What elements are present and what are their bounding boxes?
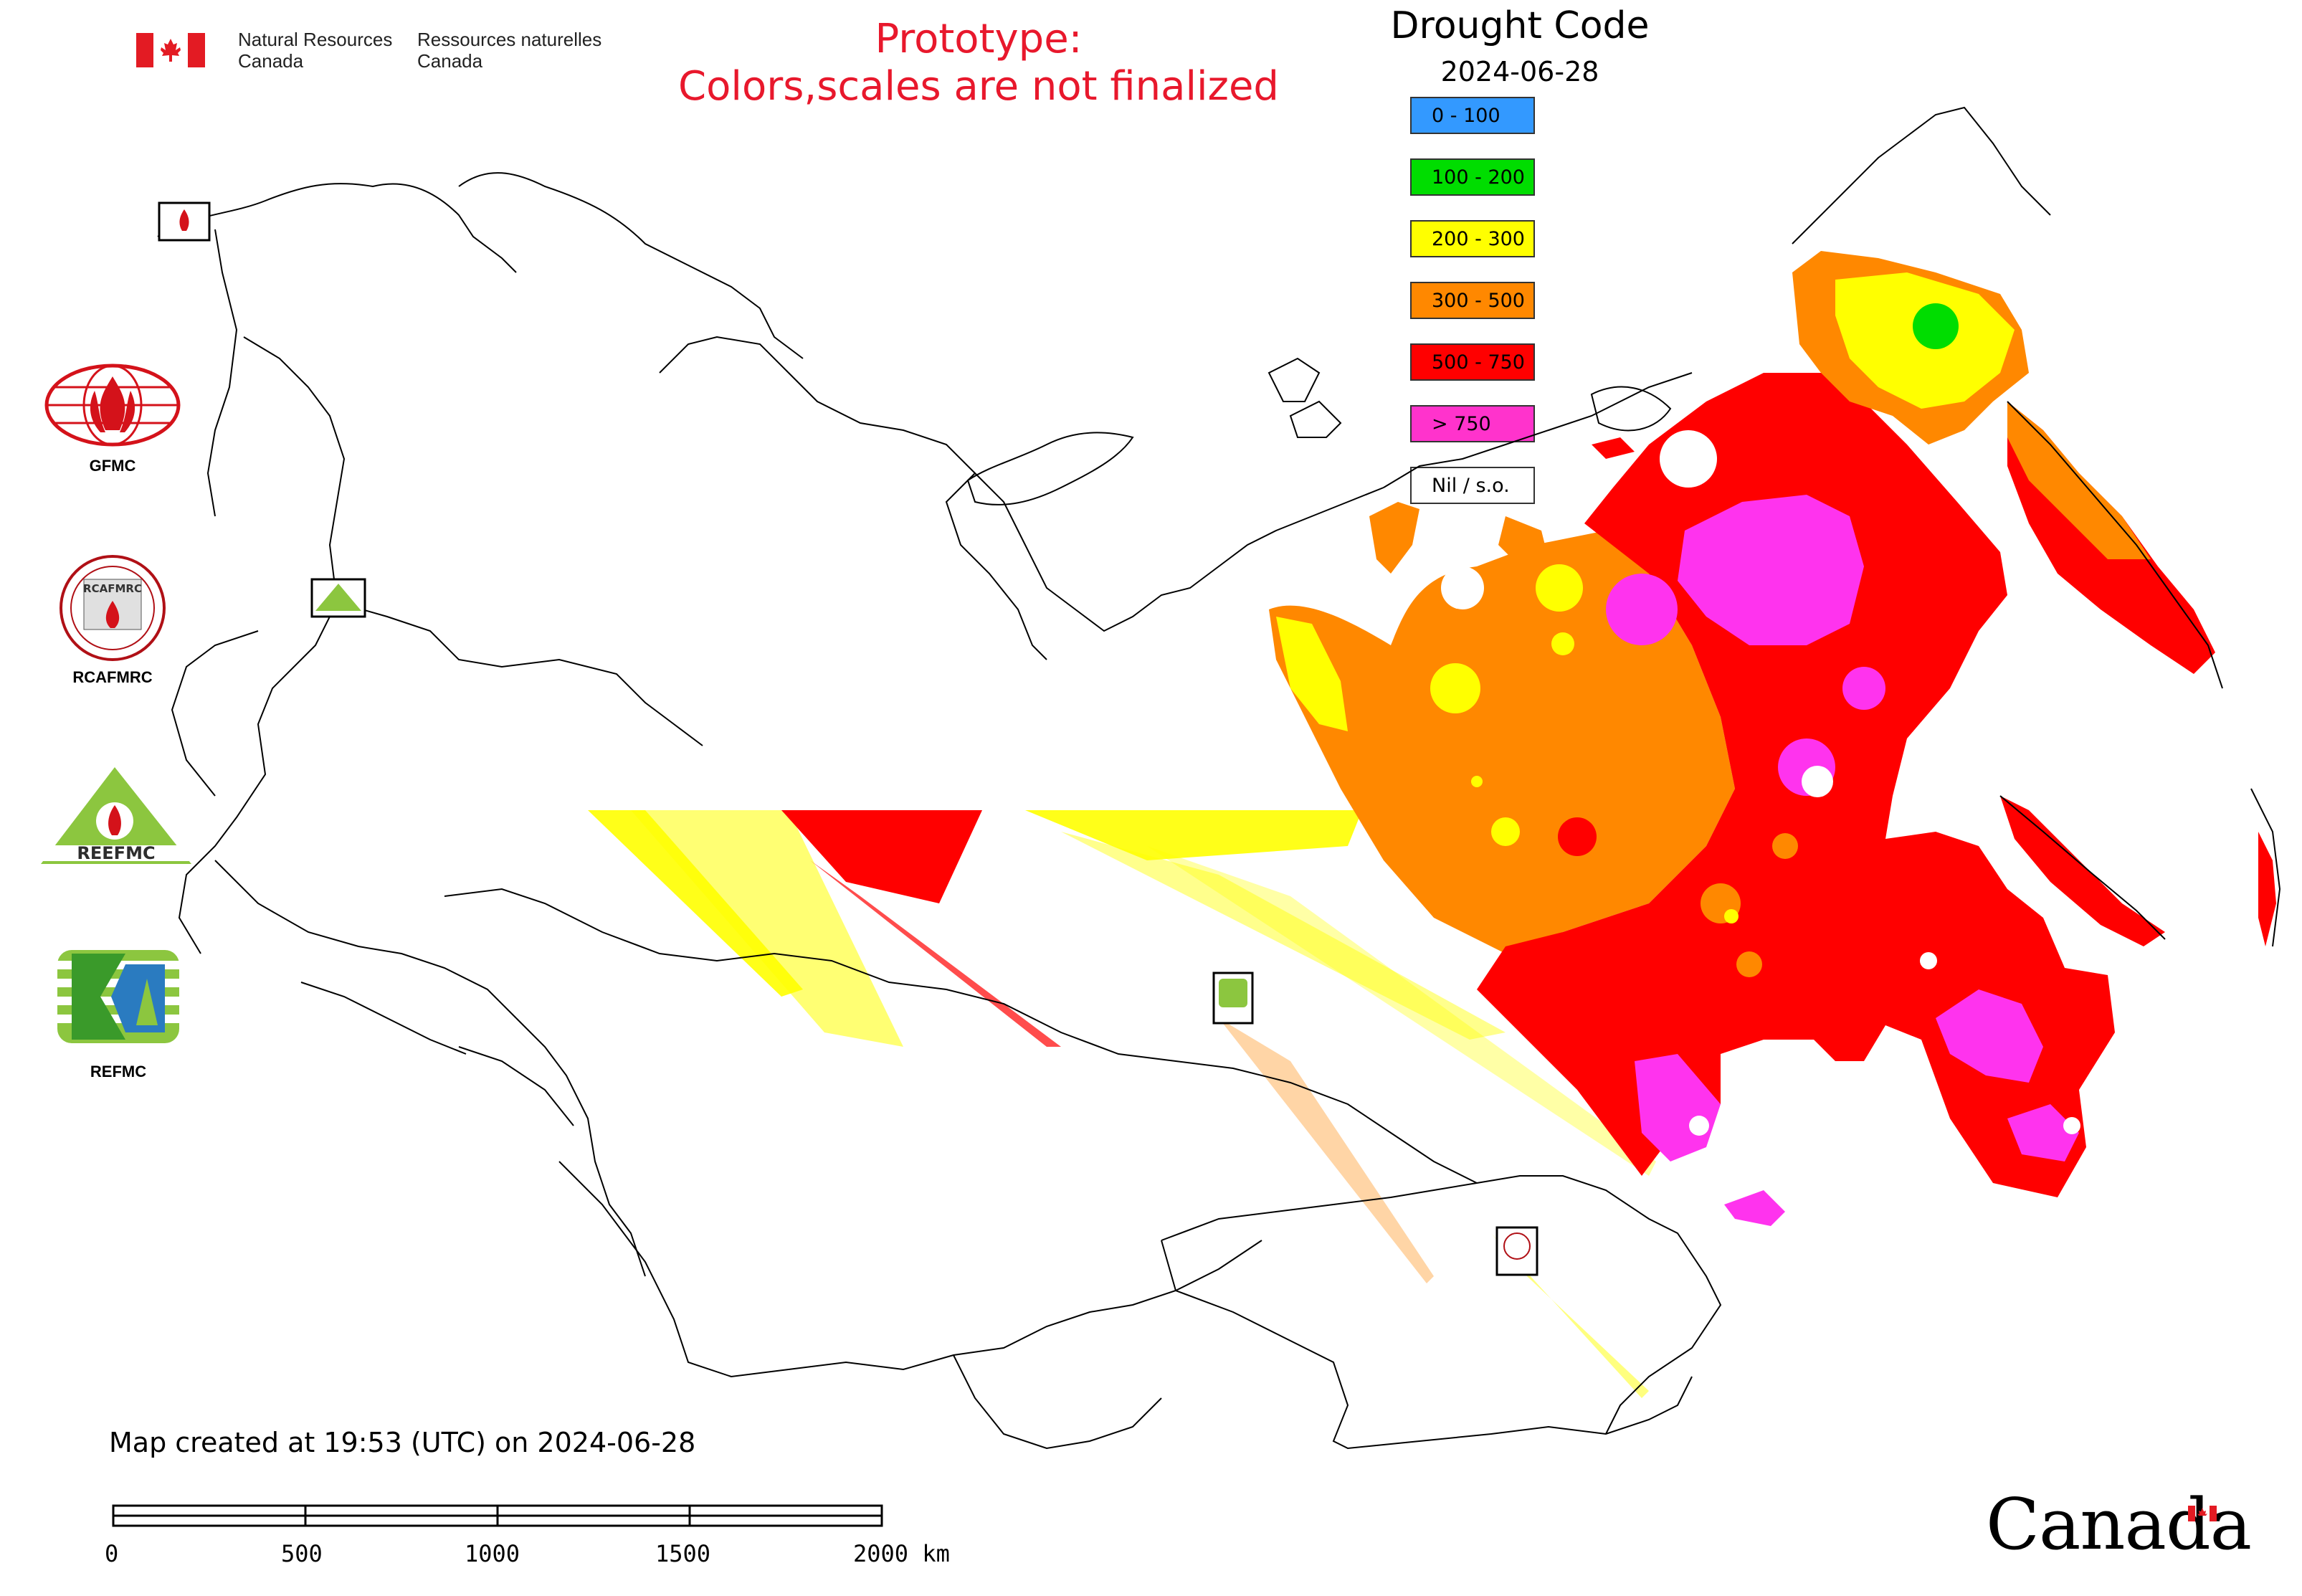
legend-item: 0 - 100 bbox=[1410, 97, 1535, 134]
canada-wordmark-flag-icon bbox=[2188, 1506, 2217, 1521]
gfmc-label: GFMC bbox=[89, 457, 136, 475]
scale-label-1500: 1500 bbox=[655, 1540, 711, 1567]
refmc-sigma-icon bbox=[57, 950, 179, 1043]
dept-en-line2: Canada bbox=[238, 50, 304, 72]
dept-fr-line1: Ressources naturelles bbox=[417, 29, 602, 50]
legend-item-label: > 750 bbox=[1432, 412, 1491, 435]
legend-item-label: 500 - 750 bbox=[1432, 351, 1525, 374]
gfmc-logo: GFMC bbox=[37, 362, 188, 477]
reefmc-triangle-icon: REEFMC bbox=[37, 767, 195, 864]
prototype-notice: Prototype: Colors,scales are not finaliz… bbox=[645, 16, 1312, 110]
gfmc-globe-icon bbox=[44, 364, 181, 447]
scale-label-2000: 2000 km bbox=[853, 1540, 950, 1567]
legend-item: Nil / s.o. bbox=[1410, 467, 1535, 504]
refmc-label: REFMC bbox=[90, 1063, 147, 1080]
scale-bar bbox=[112, 1504, 883, 1527]
refmc-logo: REFMC bbox=[57, 946, 201, 1090]
canada-wordmark: Canada bbox=[1986, 1484, 2252, 1570]
legend: Drought Code 2024-06-28 0 - 100 100 - 200… bbox=[1319, 0, 1721, 504]
legend-item-label: 200 - 300 bbox=[1432, 227, 1525, 250]
legend-item: 100 - 200 bbox=[1410, 158, 1535, 196]
legend-item-label: 300 - 500 bbox=[1432, 289, 1525, 312]
legend-title: Drought Code bbox=[1390, 4, 1650, 47]
legend-item: > 750 bbox=[1410, 405, 1535, 442]
fire-center-markers bbox=[158, 201, 1538, 1276]
rcafmrc-logo: RCAFMRC RCAFMRC bbox=[44, 551, 181, 694]
rcafmrc-seal-icon: RCAFMRC bbox=[60, 555, 166, 661]
eastern-drought-area bbox=[1269, 251, 2276, 1226]
legend-item-label: 0 - 100 bbox=[1432, 104, 1500, 127]
legend-item-label: Nil / s.o. bbox=[1432, 474, 1510, 497]
canada-wordmark-text: Canada bbox=[1986, 1484, 2252, 1566]
scale-label-0: 0 bbox=[105, 1540, 119, 1567]
legend-date: 2024-06-28 bbox=[1440, 56, 1599, 87]
country-boundaries bbox=[157, 106, 2281, 1450]
dept-en-line1: Natural Resources bbox=[238, 29, 393, 50]
legend-item: 500 - 750 bbox=[1410, 343, 1535, 381]
map-created-timestamp: Map created at 19:53 (UTC) on 2024-06-28 bbox=[109, 1427, 696, 1458]
dept-fr-line2: Canada bbox=[417, 50, 483, 72]
reefmc-inner-text: REEFMC bbox=[77, 843, 155, 863]
legend-item: 300 - 500 bbox=[1410, 282, 1535, 319]
scale-label-500: 500 bbox=[281, 1540, 323, 1567]
canada-flag-icon bbox=[136, 33, 205, 67]
government-signature: Natural Resources Canada Ressources natu… bbox=[136, 29, 602, 79]
legend-item-label: 100 - 200 bbox=[1432, 166, 1525, 189]
reefmc-logo: REEFMC bbox=[37, 764, 195, 871]
prototype-notice-line2: Colors,scales are not finalized bbox=[678, 63, 1279, 110]
scale-label-1000: 1000 bbox=[465, 1540, 520, 1567]
rcafmrc-label: RCAFMRC bbox=[72, 668, 153, 686]
western-drought-streaks bbox=[588, 810, 1656, 1398]
rcafmrc-inner-text: RCAFMRC bbox=[83, 582, 142, 595]
prototype-notice-line1: Prototype: bbox=[875, 16, 1083, 62]
legend-item: 200 - 300 bbox=[1410, 220, 1535, 257]
